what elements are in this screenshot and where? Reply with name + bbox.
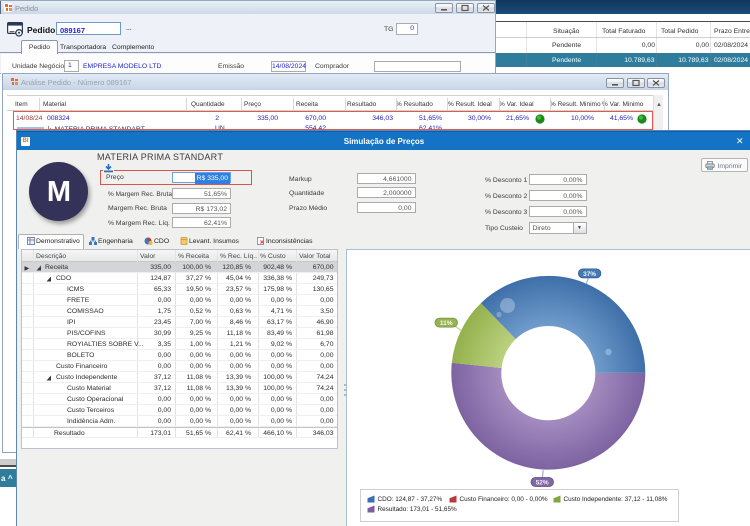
svg-text:52%: 52% [535,479,548,486]
svg-text:11%: 11% [439,320,452,327]
svg-text:37%: 37% [583,270,596,277]
